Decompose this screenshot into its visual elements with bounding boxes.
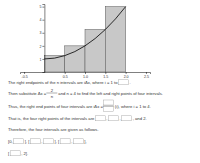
y-tick: 1 xyxy=(39,58,44,62)
y-tick-label: 4 xyxy=(39,18,41,22)
y-tick-label: 5 xyxy=(39,5,41,9)
fraction-bar xyxy=(103,106,114,107)
y-tick-label: 1 xyxy=(39,58,41,62)
text: (i), where i = 1 to 4. xyxy=(115,104,151,109)
text: Then substitute Δx = xyxy=(8,91,47,96)
y-tick: 2 xyxy=(39,44,44,48)
text: 2 xyxy=(51,88,54,93)
y-axis: 1 2 3 4 5 xyxy=(39,5,45,73)
page: -0.5 0.5 1.0 1.5 2.0 2.5 1 2 3 4 5 The right endpoi… xyxy=(0,0,200,163)
x-tick-label: 1.5 xyxy=(103,75,108,79)
answer-box[interactable] xyxy=(14,139,24,144)
plot-area xyxy=(44,7,125,72)
text: , 2]. xyxy=(21,151,28,156)
text: n xyxy=(51,94,54,99)
text: That is, the four right points of the in… xyxy=(8,116,95,121)
text: The right endpoints of the n intervals a… xyxy=(8,80,118,85)
text: , xyxy=(41,139,42,144)
x-tick-label: 2.5 xyxy=(144,75,149,79)
y-tick: 3 xyxy=(39,31,44,35)
answer-box[interactable] xyxy=(103,100,113,105)
text: ], [ xyxy=(54,139,59,144)
text: Therefore, the four intervals are given … xyxy=(8,127,99,132)
y-tick-mark xyxy=(42,59,44,60)
x-tick: 2.5 xyxy=(144,72,149,79)
y-tick: 5 xyxy=(39,5,44,9)
y-tick-mark xyxy=(42,7,44,8)
x-tick-label: 2.0 xyxy=(124,75,129,79)
y-tick-mark xyxy=(42,33,44,34)
text: [0, xyxy=(8,139,13,144)
y-tick-mark xyxy=(42,46,44,47)
answer-box[interactable] xyxy=(119,80,129,85)
answer-box[interactable] xyxy=(30,139,40,144)
x-tick-label: 0.5 xyxy=(63,75,68,79)
x-tick-label: 1.0 xyxy=(83,75,88,79)
text: [ xyxy=(8,151,10,156)
text: Thus, the right end points of four inter… xyxy=(8,104,103,109)
answer-box[interactable] xyxy=(122,116,132,121)
text: , xyxy=(106,116,107,121)
x-axis: -0.5 0.5 1.0 1.5 2.0 2.5 xyxy=(21,72,151,79)
y-tick: 4 xyxy=(39,18,44,22)
answer-box[interactable] xyxy=(60,139,70,144)
text: , xyxy=(120,116,121,121)
text: ], xyxy=(84,139,86,144)
answer-box[interactable] xyxy=(43,139,53,144)
text: ], [ xyxy=(25,139,30,144)
rectangle xyxy=(65,46,85,72)
answer-box[interactable] xyxy=(10,151,20,156)
text: , xyxy=(71,139,72,144)
text: , and 2. xyxy=(133,116,147,121)
problem-text: The right endpoints of the n intervals a… xyxy=(8,80,163,156)
y-tick-label: 3 xyxy=(39,31,41,35)
x-tick: -0.5 xyxy=(21,72,27,79)
x-tick: 1.0 xyxy=(83,72,88,79)
rectangle xyxy=(105,7,125,72)
x-tick: 0.5 xyxy=(63,72,68,79)
y-tick-mark xyxy=(42,20,44,21)
answer-box[interactable] xyxy=(95,116,105,121)
answer-box[interactable] xyxy=(73,139,83,144)
curve xyxy=(44,7,125,59)
x-tick: 2.0 xyxy=(124,72,129,79)
answer-box[interactable] xyxy=(109,116,119,121)
text: . xyxy=(130,80,131,85)
answer-box[interactable] xyxy=(103,107,113,112)
x-tick-label: -0.5 xyxy=(21,75,27,79)
y-tick-label: 2 xyxy=(39,44,41,48)
rectangle xyxy=(85,30,105,73)
text: and n = 4 to find the left and right poi… xyxy=(58,91,163,96)
y-axis-line xyxy=(42,5,45,73)
x-tick: 1.5 xyxy=(103,72,108,79)
